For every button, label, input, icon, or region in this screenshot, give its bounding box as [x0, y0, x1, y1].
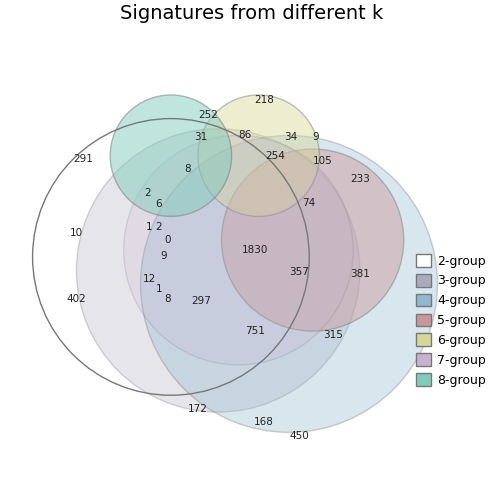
Text: 233: 233 [350, 174, 370, 184]
Text: 1: 1 [155, 284, 162, 294]
Text: 12: 12 [143, 274, 156, 284]
Text: 74: 74 [302, 198, 316, 208]
Legend: 2-group, 3-group, 4-group, 5-group, 6-group, 7-group, 8-group: 2-group, 3-group, 4-group, 5-group, 6-gr… [411, 249, 491, 392]
Text: 450: 450 [289, 431, 309, 440]
Text: 31: 31 [195, 132, 208, 142]
Circle shape [123, 136, 353, 365]
Text: 10: 10 [70, 228, 83, 238]
Text: 172: 172 [188, 404, 208, 414]
Text: 34: 34 [284, 132, 298, 142]
Text: 1830: 1830 [242, 245, 269, 255]
Text: 252: 252 [198, 110, 218, 120]
Circle shape [198, 95, 320, 216]
Text: 6: 6 [155, 199, 162, 209]
Text: 297: 297 [192, 296, 211, 306]
Circle shape [110, 95, 232, 216]
Text: 8: 8 [184, 164, 191, 174]
Text: 315: 315 [323, 330, 343, 340]
Circle shape [141, 136, 437, 432]
Text: 168: 168 [254, 417, 274, 427]
Text: 381: 381 [350, 269, 370, 279]
Text: 357: 357 [289, 267, 309, 277]
Text: 751: 751 [245, 326, 265, 336]
Text: 86: 86 [238, 131, 252, 141]
Text: 9: 9 [161, 250, 167, 261]
Text: 402: 402 [67, 294, 86, 304]
Text: 1: 1 [146, 222, 153, 231]
Circle shape [77, 129, 360, 412]
Text: 8: 8 [164, 294, 171, 304]
Text: 218: 218 [254, 95, 274, 105]
Text: 2: 2 [144, 188, 151, 198]
Text: 291: 291 [73, 154, 93, 164]
Text: 0: 0 [164, 235, 171, 245]
Circle shape [222, 149, 404, 331]
Text: 9: 9 [312, 132, 320, 142]
Text: 105: 105 [313, 156, 333, 166]
Text: 254: 254 [266, 151, 285, 161]
Title: Signatures from different k: Signatures from different k [120, 4, 384, 23]
Text: 2: 2 [155, 222, 162, 231]
